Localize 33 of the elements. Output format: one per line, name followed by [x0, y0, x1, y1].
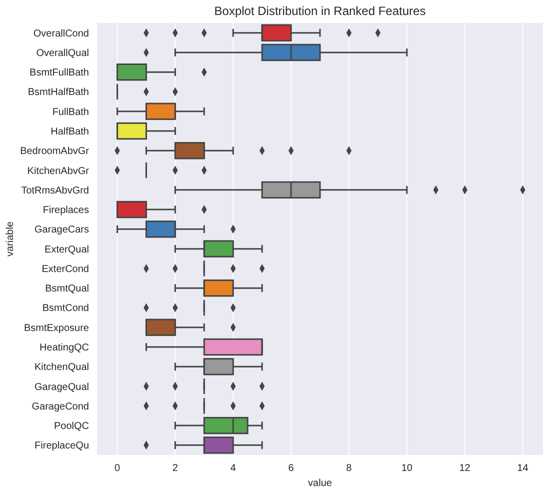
y-tick-label: BsmtCond	[42, 303, 89, 314]
y-tick-label: FullBath	[52, 106, 89, 118]
y-tick-label: GarageCond	[32, 401, 89, 412]
x-tick-label: 0	[114, 463, 120, 474]
y-tick-label: OverallQual	[36, 48, 89, 59]
x-tick-label: 14	[517, 463, 529, 474]
y-tick-label: Fireplaces	[42, 205, 89, 216]
y-tick-label: BsmtQual	[45, 284, 89, 295]
y-tick-label: HalfBath	[50, 126, 89, 138]
y-tick-label: BsmtFullBath	[30, 68, 89, 79]
y-tick-label: OverallCond	[33, 28, 89, 40]
y-tick-label: HeatingQC	[40, 342, 89, 354]
chart-title: Boxplot Distribution in Ranked Features	[214, 4, 426, 18]
y-tick-label: PoolQC	[54, 421, 89, 432]
y-tick-label: KitchenAbvGr	[27, 166, 90, 177]
y-tick-label: TotRmsAbvGrd	[21, 185, 89, 196]
x-tick-label: 6	[288, 463, 294, 474]
x-tick-label: 4	[230, 463, 236, 474]
y-tick-label: BedroomAbvGr	[20, 146, 90, 158]
y-tick-label: ExterQual	[44, 244, 89, 256]
y-tick-label: ExterCond	[42, 264, 89, 275]
x-tick-label: 10	[401, 463, 413, 474]
y-tick-label: BsmtHalfBath	[28, 87, 89, 98]
y-tick-label: GarageCars	[34, 224, 89, 236]
x-tick-label: 8	[346, 463, 352, 474]
y-tick-label: FireplaceQu	[34, 440, 89, 452]
x-tick-label: 2	[172, 463, 178, 474]
y-tick-label: GarageQual	[34, 382, 89, 393]
y-axis-title: variable	[5, 221, 16, 257]
x-axis-title: value	[308, 478, 332, 489]
x-tick-label: 12	[459, 463, 471, 474]
y-tick-label: KitchenQual	[34, 362, 89, 374]
y-tick-label: BsmtExposure	[24, 322, 90, 334]
